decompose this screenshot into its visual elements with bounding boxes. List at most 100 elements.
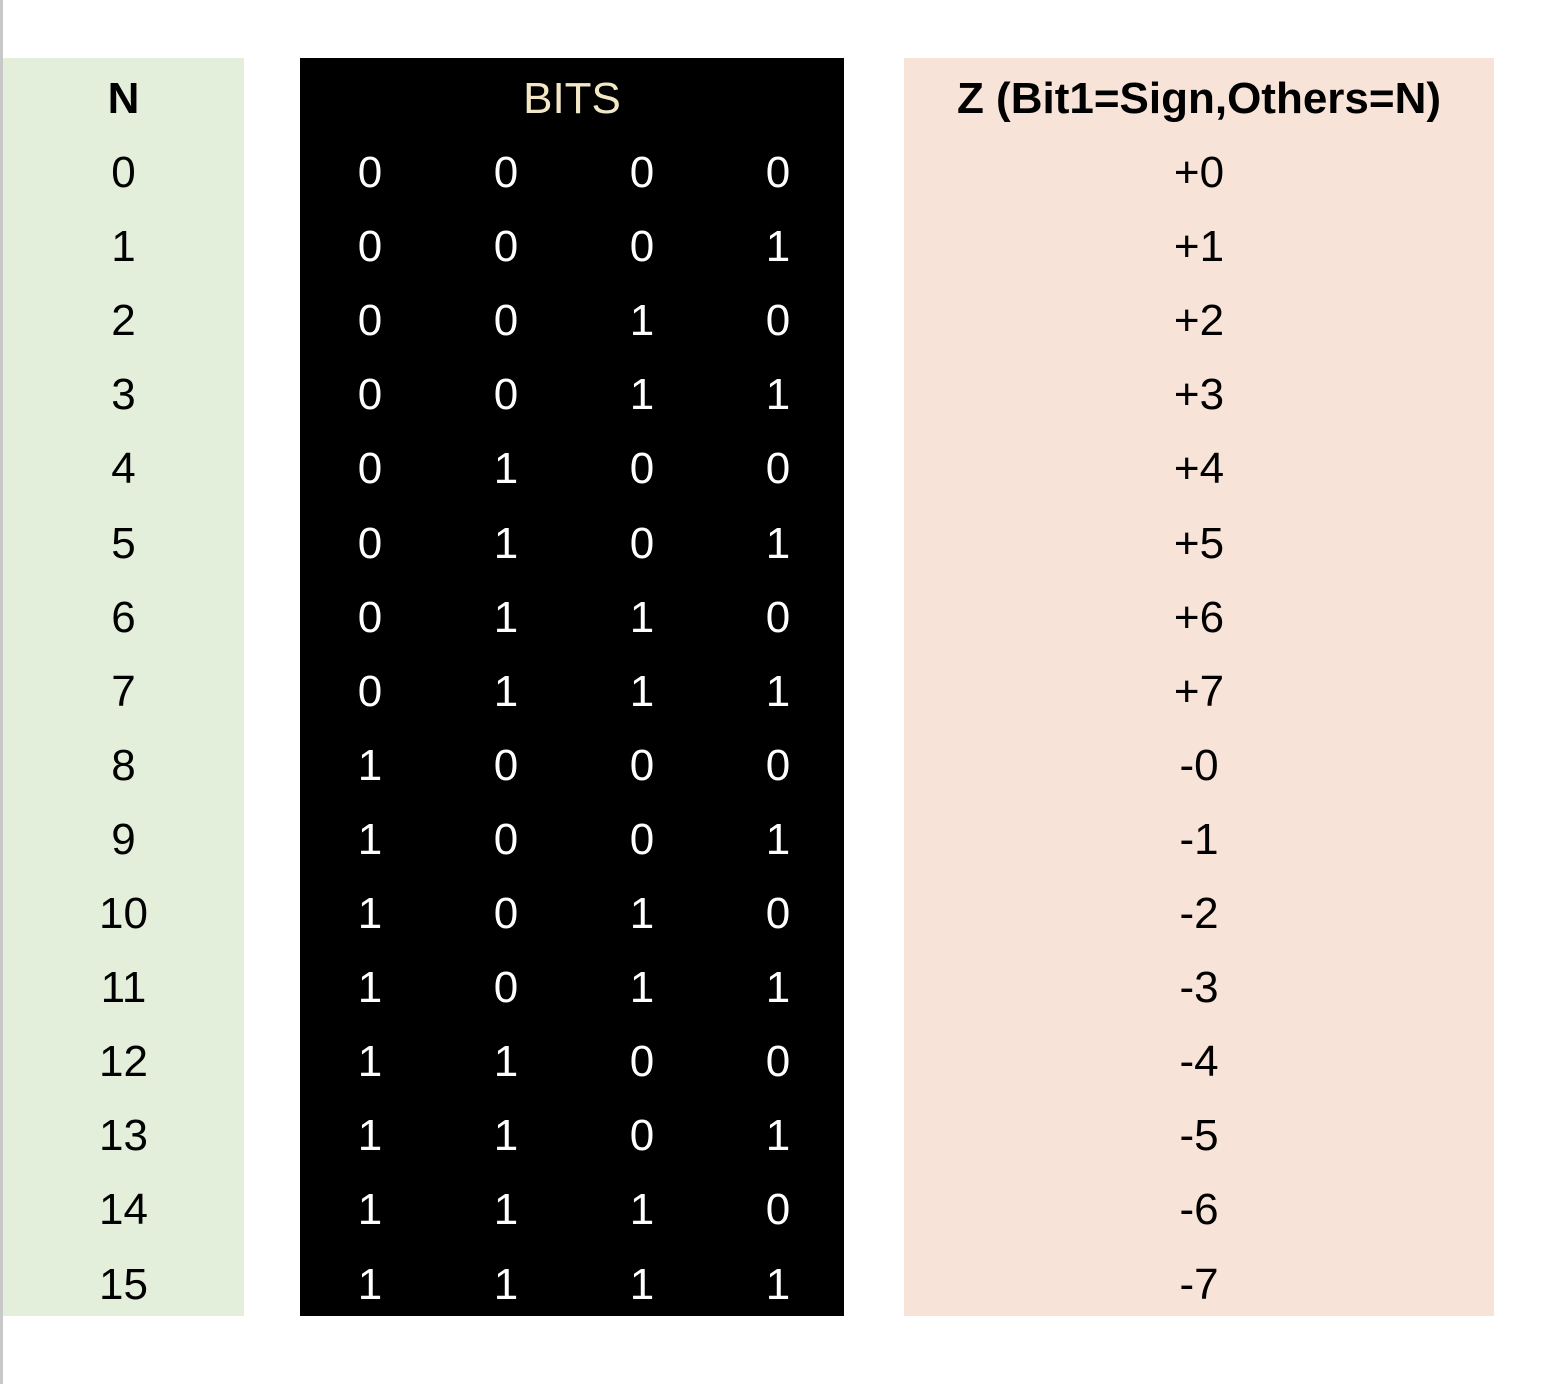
- bit-3-value: 1: [629, 1185, 655, 1234]
- bits-header: BITS: [523, 74, 621, 123]
- n-value: 14: [99, 1185, 148, 1234]
- z-value: +5: [1173, 519, 1225, 568]
- z-value: +4: [1173, 444, 1225, 493]
- bit-1-value: 0: [357, 593, 383, 642]
- n-value: 0: [111, 148, 136, 197]
- bit-4-value: 1: [765, 815, 791, 864]
- bit-3-value: 0: [629, 815, 655, 864]
- n-value: 12: [99, 1037, 148, 1086]
- z-value: -4: [1179, 1037, 1219, 1086]
- z-value: -3: [1179, 963, 1219, 1012]
- bit-3-value: 1: [629, 1260, 655, 1309]
- bit-1-value: 1: [357, 741, 383, 790]
- n-value: 5: [111, 519, 136, 568]
- n-value: 8: [111, 741, 136, 790]
- sheet-left-border: [0, 0, 3, 1384]
- bit-1-value: 1: [357, 1037, 383, 1086]
- bit-4-value: 0: [765, 148, 791, 197]
- z-value: +2: [1173, 296, 1225, 345]
- bit-2-value: 0: [493, 741, 519, 790]
- bit-4-value: 0: [765, 741, 791, 790]
- bit-1-value: 1: [357, 1185, 383, 1234]
- bit-3-value: 1: [629, 370, 655, 419]
- n-value: 15: [99, 1260, 148, 1309]
- bit-3-value: 0: [629, 222, 655, 271]
- n-value: 7: [111, 667, 136, 716]
- bit-2-value: 0: [493, 815, 519, 864]
- n-value: 11: [100, 963, 147, 1012]
- bit-1-value: 1: [357, 815, 383, 864]
- bit-2-value: 1: [493, 1111, 519, 1160]
- n-value: 3: [111, 370, 136, 419]
- bit-1-value: 1: [357, 963, 383, 1012]
- bit-2-value: 0: [493, 148, 519, 197]
- bit-3-value: 0: [629, 1111, 655, 1160]
- bit-1-value: 1: [357, 889, 383, 938]
- n-value: 10: [99, 889, 148, 938]
- z-value: +7: [1173, 667, 1225, 716]
- n-value: 9: [111, 815, 136, 864]
- bit-3-value: 1: [629, 889, 655, 938]
- bit-4-value: 0: [765, 593, 791, 642]
- bit-4-value: 1: [765, 1260, 791, 1309]
- bit-4-value: 0: [765, 1185, 791, 1234]
- bit-3-value: 0: [629, 148, 655, 197]
- bit-2-value: 1: [493, 519, 519, 568]
- bit-4-value: 0: [765, 1037, 791, 1086]
- bit-4-value: 0: [765, 444, 791, 493]
- bit-3-value: 0: [629, 1037, 655, 1086]
- z-value: -2: [1179, 889, 1219, 938]
- n-value: 1: [111, 222, 136, 271]
- n-column: N 0 1 2 3 4 5 6 7 8 9 10 11 12 13 14 15: [3, 58, 244, 1316]
- bit-3-value: 1: [629, 963, 655, 1012]
- bit-2-value: 0: [493, 963, 519, 1012]
- bit-4-value: 1: [765, 370, 791, 419]
- z-value: -1: [1179, 815, 1219, 864]
- bit-3-value: 1: [629, 593, 655, 642]
- n-value: 4: [111, 444, 136, 493]
- z-value: +1: [1173, 222, 1225, 271]
- bit-2-value: 0: [493, 889, 519, 938]
- bit-1-value: 0: [357, 444, 383, 493]
- bit-2-value: 1: [493, 1037, 519, 1086]
- z-value: +6: [1173, 593, 1225, 642]
- bit-3-value: 0: [629, 519, 655, 568]
- bit-4-value: 1: [765, 667, 791, 716]
- bit-2-value: 1: [493, 593, 519, 642]
- bit-1-value: 0: [357, 370, 383, 419]
- n-value: 2: [111, 296, 136, 345]
- bit-1-value: 0: [357, 222, 383, 271]
- z-value: -0: [1179, 741, 1219, 790]
- bit-2-value: 1: [493, 444, 519, 493]
- z-value: -7: [1179, 1260, 1219, 1309]
- bit-1-value: 1: [357, 1111, 383, 1160]
- bit-4-value: 0: [765, 889, 791, 938]
- z-value: +0: [1173, 148, 1225, 197]
- bit-2-value: 0: [493, 370, 519, 419]
- bit-1-value: 0: [357, 148, 383, 197]
- z-column: Z (Bit1=Sign,Others=N) +0 +1 +2 +3 +4 +5 +6 +7 -…: [904, 58, 1494, 1316]
- bit-1-value: 0: [357, 667, 383, 716]
- bit-4-value: 1: [765, 222, 791, 271]
- z-value: +3: [1173, 370, 1225, 419]
- z-value: -6: [1179, 1185, 1219, 1234]
- bit-2-value: 1: [493, 667, 519, 716]
- n-value: 6: [111, 593, 136, 642]
- bit-3-value: 0: [629, 444, 655, 493]
- bits-column: BITS 0 0 0 0 0 0 0 1 0 0 1 0 0 0 1 1 0 1 0 0 0 1 0 1 0 1 1 0 0 1 1 1 1 0 0…: [300, 58, 844, 1316]
- z-header: Z (Bit1=Sign,Others=N): [956, 74, 1442, 123]
- bit-2-value: 0: [493, 296, 519, 345]
- bit-1-value: 1: [357, 1260, 383, 1309]
- bit-1-value: 0: [357, 519, 383, 568]
- bit-4-value: 0: [765, 296, 791, 345]
- bit-1-value: 0: [357, 296, 383, 345]
- n-value: 13: [99, 1111, 148, 1160]
- bit-3-value: 1: [629, 296, 655, 345]
- n-header: N: [107, 74, 140, 123]
- bit-3-value: 0: [629, 741, 655, 790]
- bit-3-value: 1: [629, 667, 655, 716]
- bit-2-value: 1: [493, 1185, 519, 1234]
- bit-4-value: 1: [765, 519, 791, 568]
- bit-4-value: 1: [765, 963, 791, 1012]
- bit-2-value: 0: [493, 222, 519, 271]
